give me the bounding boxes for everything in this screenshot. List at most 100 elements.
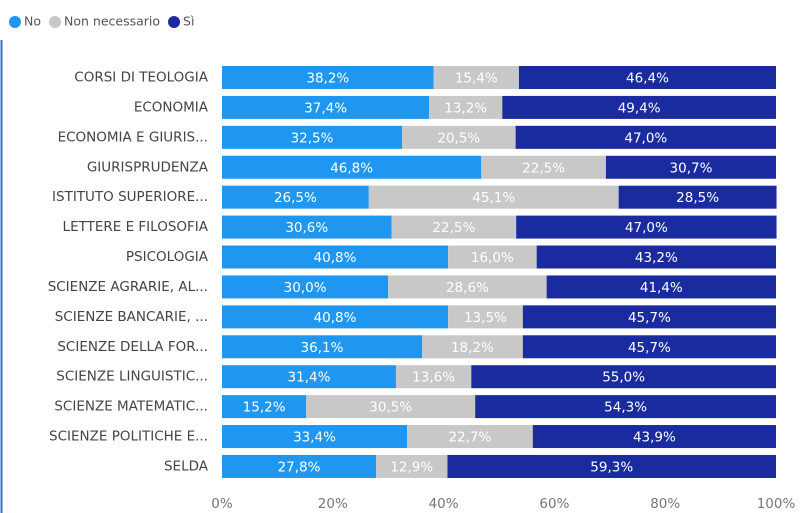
- bar-segment: [447, 454, 776, 478]
- x-tick-label: 20%: [318, 496, 348, 512]
- value-label: 30,5%: [369, 400, 412, 416]
- value-label: 13,6%: [412, 370, 455, 386]
- bar-segment: [222, 245, 449, 269]
- category-label: ECONOMIA E GIURIS...: [58, 129, 208, 145]
- bar-segment: [391, 215, 517, 239]
- bar-segment: [222, 215, 392, 239]
- bar-segment: [402, 125, 516, 149]
- bar-segment: [618, 185, 777, 209]
- value-label: 43,2%: [635, 250, 678, 266]
- bar-segment: [222, 185, 369, 209]
- value-label: 20,5%: [437, 130, 480, 146]
- legend-label: No: [24, 14, 41, 29]
- bar-segment: [222, 275, 389, 299]
- legend-label: Non necessario: [64, 14, 160, 29]
- value-label: 47,0%: [624, 130, 667, 146]
- bar-segment: [222, 365, 396, 389]
- value-label: 16,0%: [471, 250, 514, 266]
- value-label: 13,5%: [464, 310, 507, 326]
- value-label: 46,4%: [626, 71, 669, 87]
- bar-segment: [518, 66, 776, 89]
- bar-segment: [222, 155, 482, 179]
- value-label: 45,7%: [628, 310, 671, 326]
- value-label: 40,8%: [314, 250, 357, 266]
- value-label: 43,9%: [633, 430, 676, 446]
- value-label: 28,5%: [676, 190, 719, 206]
- value-label: 22,5%: [522, 160, 565, 176]
- legend-swatch: [9, 16, 21, 28]
- legend-swatch: [49, 16, 61, 28]
- bar-segment: [368, 185, 619, 209]
- bar-segment: [546, 275, 776, 299]
- value-label: 32,5%: [291, 130, 334, 146]
- value-label: 54,3%: [604, 400, 647, 416]
- bar-segment: [536, 245, 776, 269]
- value-label: 45,1%: [472, 190, 515, 206]
- bar-segment: [222, 425, 408, 449]
- bar-segment: [376, 454, 448, 478]
- bar-segment: [433, 66, 519, 89]
- value-label: 13,2%: [444, 100, 487, 116]
- value-label: 37,4%: [304, 100, 347, 116]
- bar-segment: [448, 245, 537, 269]
- bar-segment: [306, 395, 476, 419]
- category-label: GIURISPRUDENZA: [87, 159, 209, 175]
- bar-segment: [421, 335, 523, 359]
- bar-segment: [532, 425, 776, 449]
- category-label: CORSI DI TEOLOGIA: [74, 70, 208, 86]
- bar-segment: [471, 365, 776, 389]
- category-label: SCIENZE MATEMATIC...: [54, 399, 208, 415]
- category-label: PSICOLOGIA: [126, 249, 209, 265]
- category-label: ECONOMIA: [134, 99, 209, 115]
- value-label: 31,4%: [288, 370, 331, 386]
- bar-segment: [448, 305, 523, 329]
- x-tick-label: 80%: [650, 496, 680, 512]
- category-label: SCIENZE LINGUISTIC...: [56, 369, 208, 385]
- value-label: 27,8%: [278, 459, 321, 475]
- bar-segment: [222, 95, 430, 119]
- value-label: 30,6%: [285, 220, 328, 236]
- value-label: 55,0%: [602, 370, 645, 386]
- value-label: 40,8%: [314, 310, 357, 326]
- x-tick-label: 40%: [429, 496, 459, 512]
- x-tick-label: 100%: [757, 496, 796, 512]
- value-label: 36,1%: [301, 340, 344, 356]
- bar-segment: [222, 454, 377, 478]
- bar-segment: [388, 275, 547, 299]
- category-label: SCIENZE DELLA FOR...: [57, 339, 208, 355]
- bar-segment: [515, 125, 776, 149]
- category-label: LETTERE E FILOSOFIA: [63, 219, 209, 235]
- bar-segment: [605, 155, 776, 179]
- legend-swatch: [168, 16, 181, 28]
- bar-segment: [395, 365, 472, 389]
- category-label: ISTITUTO SUPERIORE...: [52, 189, 208, 205]
- value-label: 46,8%: [330, 160, 373, 176]
- category-label: SCIENZE BANCARIE, ...: [55, 309, 208, 325]
- value-label: 30,0%: [284, 280, 327, 296]
- value-label: 15,4%: [455, 71, 498, 87]
- value-label: 59,3%: [590, 459, 633, 475]
- category-label: SCIENZE POLITICHE E...: [49, 429, 208, 445]
- category-label: SELDA: [164, 458, 209, 474]
- bar-segment: [475, 395, 776, 419]
- value-label: 12,9%: [390, 459, 433, 475]
- bar-segment: [429, 95, 503, 119]
- value-label: 22,7%: [448, 430, 491, 446]
- value-label: 30,7%: [670, 160, 713, 176]
- value-label: 18,2%: [451, 340, 494, 356]
- legend: No Non necessario Sì: [9, 14, 194, 29]
- x-tick-label: 60%: [539, 496, 569, 512]
- value-label: 47,0%: [625, 220, 668, 236]
- value-label: 38,2%: [306, 71, 349, 87]
- bar-segment: [222, 125, 403, 149]
- value-label: 45,7%: [628, 340, 671, 356]
- bar-segment: [522, 335, 776, 359]
- value-label: 15,2%: [243, 400, 286, 416]
- value-label: 28,6%: [446, 280, 489, 296]
- bar-segment: [222, 66, 434, 89]
- bar-segment: [222, 335, 422, 359]
- bar-segment: [222, 395, 307, 419]
- bar-segment: [222, 305, 449, 329]
- legend-label: Sì: [183, 14, 194, 29]
- bar-segment: [516, 215, 777, 239]
